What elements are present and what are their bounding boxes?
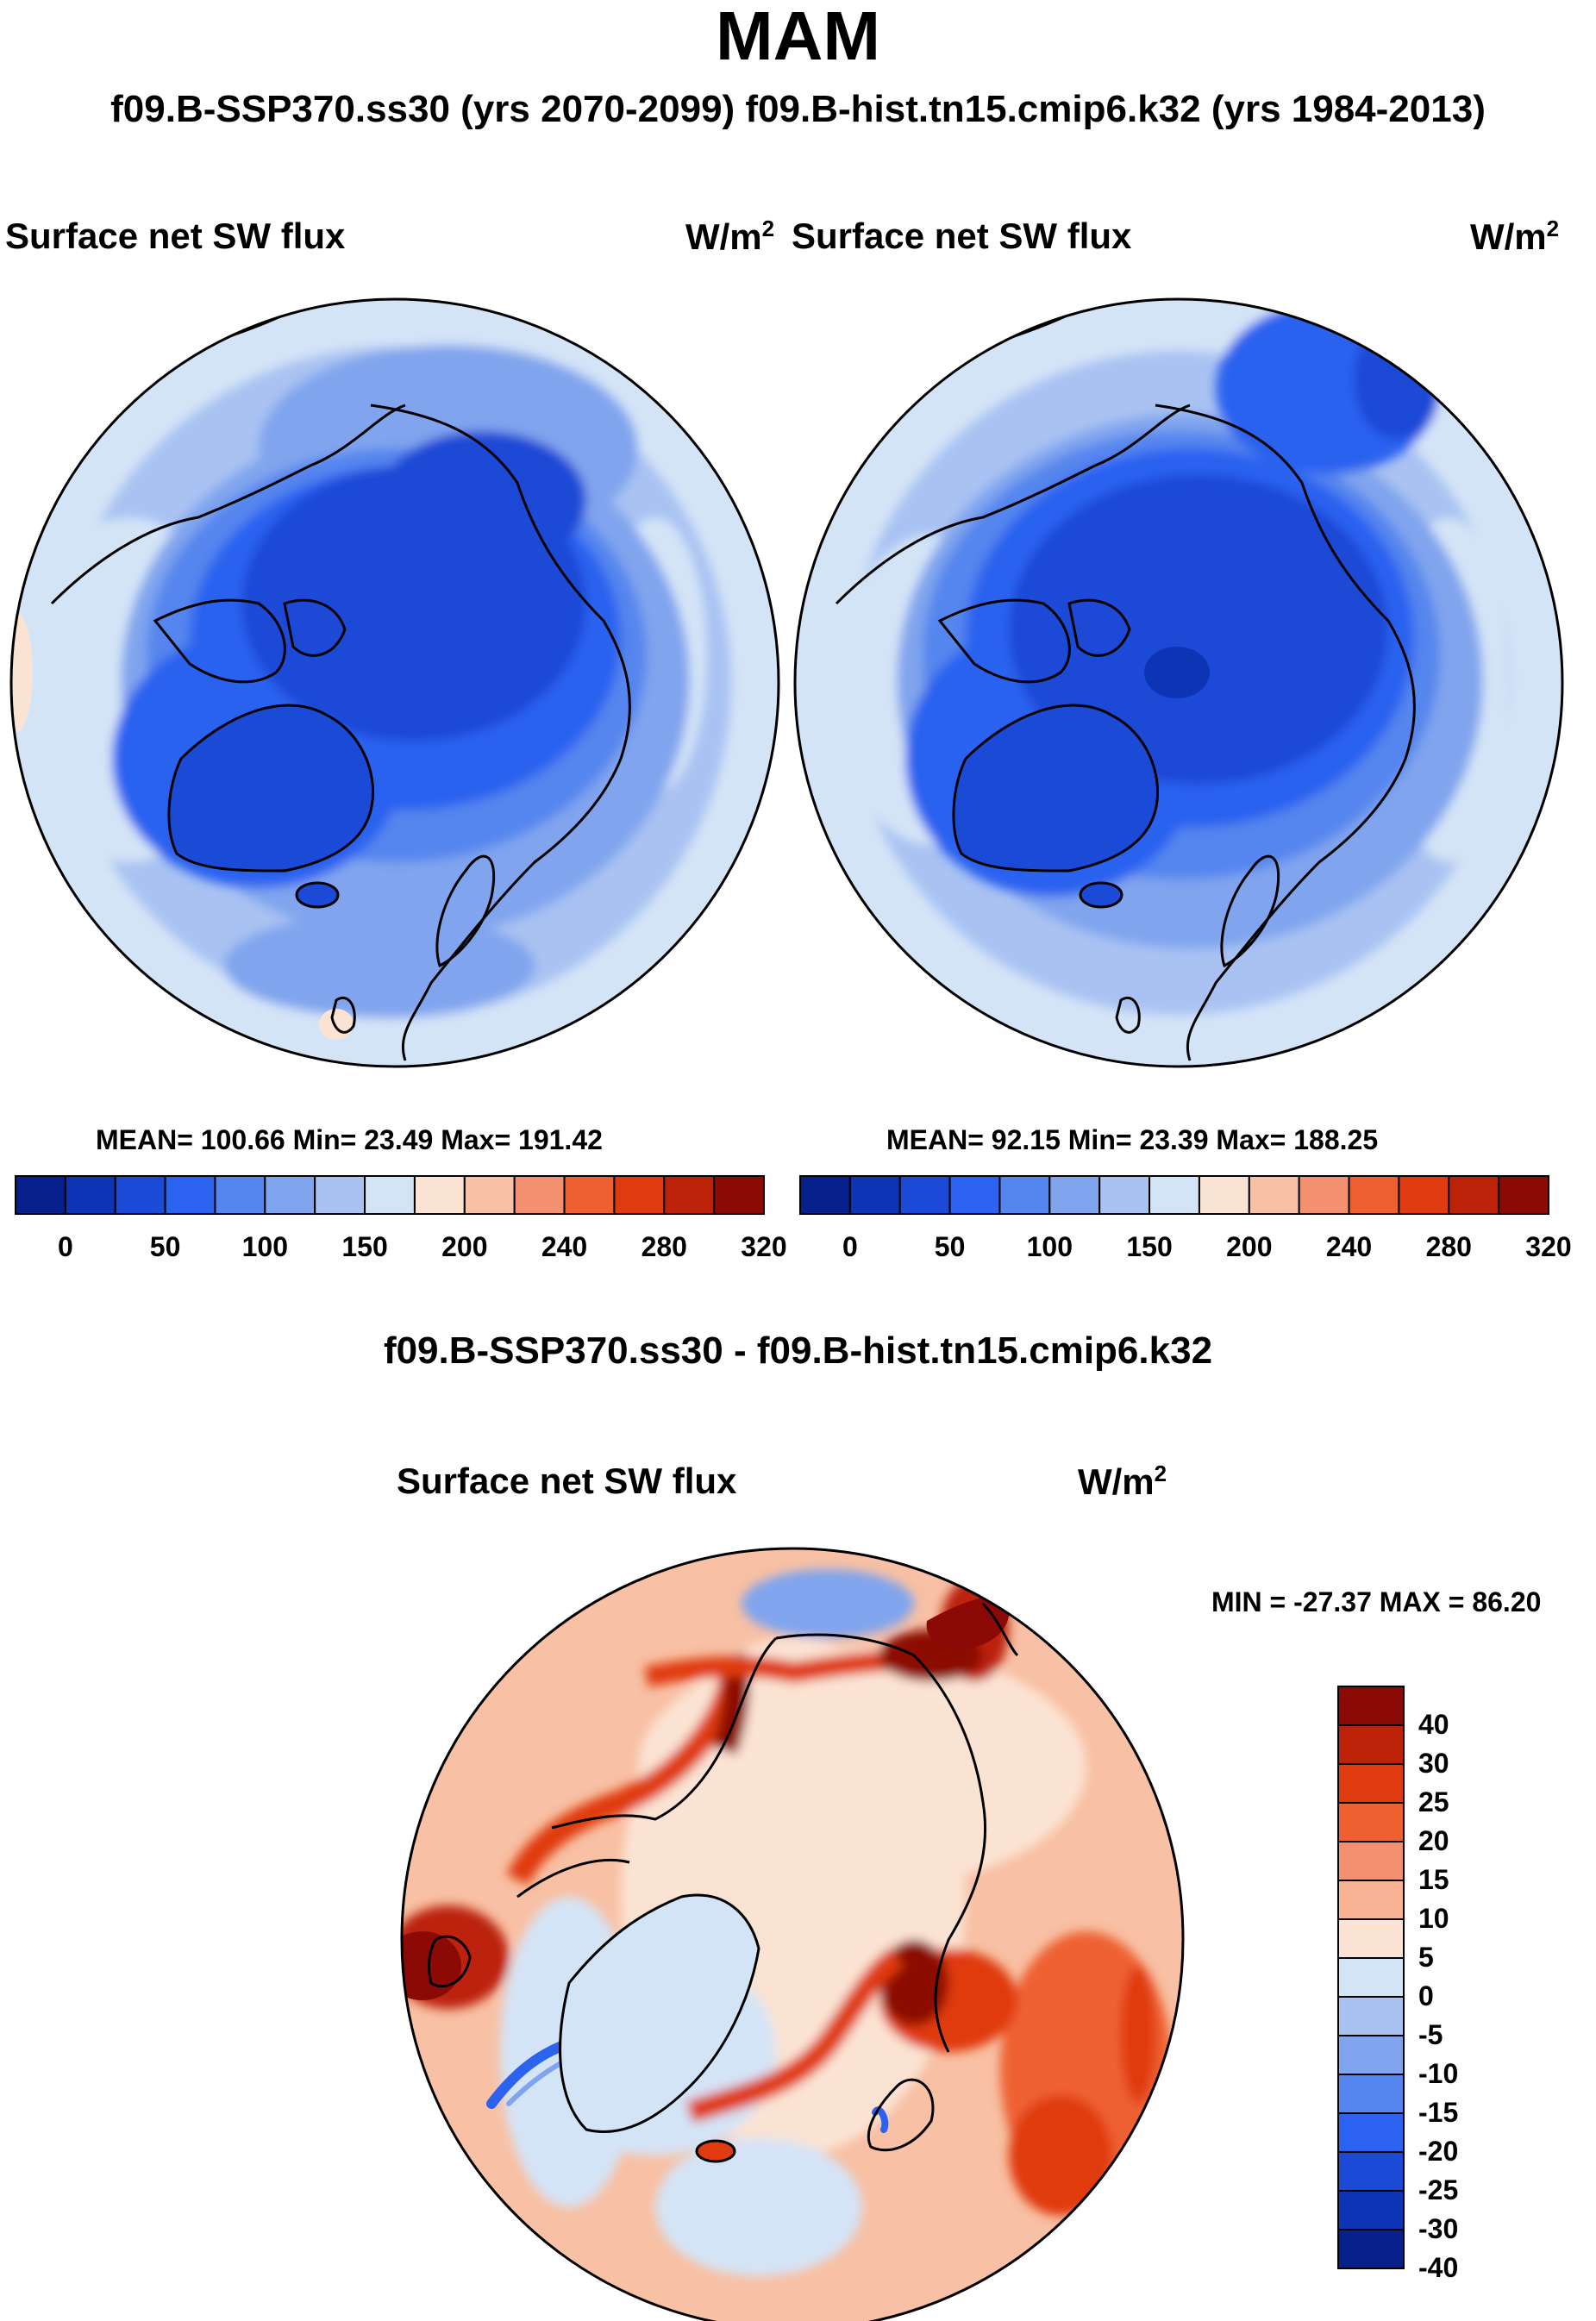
right-panel-title: Surface net SW flux xyxy=(792,216,1132,256)
difference-polar-map xyxy=(402,1548,1183,2321)
diff-panel-stats: MIN = -27.37 MAX = 86.20 xyxy=(1211,1586,1542,1617)
colorbar-tick-label: 40 xyxy=(1418,1709,1449,1740)
colorbar-swatch xyxy=(1098,1175,1151,1215)
colorbar-tick-label: 320 xyxy=(1525,1231,1572,1262)
left-polar-map xyxy=(11,299,779,1067)
left-panel-units: W/m2 xyxy=(685,216,775,257)
colorbar-swatch xyxy=(948,1175,1001,1215)
colorbar-tick-label: -5 xyxy=(1418,2019,1443,2050)
colorbar-swatch xyxy=(1337,1724,1405,1765)
colorbar-tick-label: 280 xyxy=(641,1231,687,1262)
diff-panel-title: Surface net SW flux xyxy=(397,1461,737,1501)
colorbar-swatch xyxy=(848,1175,901,1215)
colorbar-swatch xyxy=(463,1175,516,1215)
colorbar-swatch xyxy=(1337,1802,1405,1842)
colorbar-tick-label: 30 xyxy=(1418,1748,1449,1779)
colorbar-tick-label: 10 xyxy=(1418,1903,1449,1934)
difference-title: f09.B-SSP370.ss30 - f09.B-hist.tn15.cmip… xyxy=(383,1329,1213,1372)
colorbar-swatch xyxy=(64,1175,116,1215)
colorbar-tick-label: -20 xyxy=(1418,2136,1459,2167)
colorbar-swatch xyxy=(1298,1175,1350,1215)
colorbar-swatch xyxy=(1337,2151,1405,2192)
left-colorbar xyxy=(15,1175,766,1215)
colorbar-swatch xyxy=(1337,1763,1405,1804)
colorbar-swatch xyxy=(1337,2035,1405,2075)
colorbar-tick-label: 280 xyxy=(1425,1231,1472,1262)
right-map-border xyxy=(793,297,1564,1068)
colorbar-swatch xyxy=(1337,1918,1405,1959)
colorbar-tick-label: 320 xyxy=(741,1231,787,1262)
colorbar-swatch xyxy=(1148,1175,1200,1215)
colorbar-tick-label: -40 xyxy=(1418,2252,1459,2283)
colorbar-swatch xyxy=(413,1175,466,1215)
colorbar-swatch xyxy=(563,1175,616,1215)
colorbar-swatch xyxy=(314,1175,366,1215)
colorbar-swatch xyxy=(1337,1957,1405,1998)
colorbar-swatch xyxy=(1337,2112,1405,2153)
colorbar-swatch xyxy=(799,1175,851,1215)
colorbar-tick-label: 5 xyxy=(1418,1942,1434,1973)
colorbar-tick-label: 240 xyxy=(541,1231,588,1262)
colorbar-swatch xyxy=(214,1175,266,1215)
colorbar-swatch xyxy=(1198,1175,1250,1215)
colorbar-swatch xyxy=(1337,1880,1405,1920)
colorbar-tick-label: -10 xyxy=(1418,2058,1459,2089)
left-panel-stats: MEAN= 100.66 Min= 23.49 Max= 191.42 xyxy=(96,1124,603,1155)
colorbar-tick-label: 0 xyxy=(1418,1980,1434,2011)
right-colorbar xyxy=(799,1175,1549,1215)
right-panel-units: W/m2 xyxy=(1470,216,1560,257)
colorbar-swatch xyxy=(898,1175,951,1215)
colorbar-tick-label: 200 xyxy=(1226,1231,1273,1262)
colorbar-tick-label: 200 xyxy=(441,1231,488,1262)
difference-colorbar xyxy=(1337,1686,1405,2269)
colorbar-tick-label: 20 xyxy=(1418,1825,1449,1856)
runs-subtitle: f09.B-SSP370.ss30 (yrs 2070-2099) f09.B-… xyxy=(110,88,1486,130)
right-polar-map xyxy=(795,299,1562,1067)
colorbar-swatch xyxy=(1498,1175,1549,1215)
colorbar-swatch xyxy=(1448,1175,1500,1215)
colorbar-swatch xyxy=(1348,1175,1400,1215)
colorbar-tick-label: 0 xyxy=(57,1231,73,1262)
colorbar-swatch xyxy=(1337,1841,1405,1881)
season-title: MAM xyxy=(715,0,881,74)
colorbar-swatch xyxy=(264,1175,316,1215)
colorbar-tick-label: 0 xyxy=(842,1231,858,1262)
colorbar-tick-label: -30 xyxy=(1418,2213,1459,2244)
colorbar-tick-label: 25 xyxy=(1418,1786,1449,1817)
left-map-border xyxy=(9,297,780,1068)
colorbar-swatch xyxy=(1398,1175,1450,1215)
colorbar-tick-label: 150 xyxy=(1126,1231,1173,1262)
diff-panel-units: W/m2 xyxy=(1078,1461,1167,1502)
colorbar-swatch xyxy=(114,1175,166,1215)
left-panel-title: Surface net SW flux xyxy=(5,216,346,256)
colorbar-tick-label: 15 xyxy=(1418,1864,1449,1895)
colorbar-swatch xyxy=(513,1175,566,1215)
colorbar-tick-label: 100 xyxy=(241,1231,289,1262)
difference-map-border xyxy=(400,1547,1185,2321)
right-panel-stats: MEAN= 92.15 Min= 23.39 Max= 188.25 xyxy=(886,1124,1379,1155)
colorbar-tick-label: 100 xyxy=(1026,1231,1073,1262)
colorbar-swatch xyxy=(364,1175,416,1215)
colorbar-swatch xyxy=(1337,2074,1405,2114)
colorbar-swatch xyxy=(663,1175,716,1215)
colorbar-tick-label: 240 xyxy=(1325,1231,1373,1262)
colorbar-tick-label: 150 xyxy=(341,1231,388,1262)
colorbar-tick-label: 50 xyxy=(934,1231,966,1262)
colorbar-tick-label: 50 xyxy=(149,1231,181,1262)
colorbar-swatch xyxy=(1248,1175,1300,1215)
colorbar-swatch xyxy=(1337,1686,1405,1726)
colorbar-tick-label: -15 xyxy=(1418,2097,1459,2128)
colorbar-swatch xyxy=(613,1175,666,1215)
colorbar-swatch xyxy=(1337,2190,1405,2230)
colorbar-swatch xyxy=(713,1175,766,1215)
colorbar-swatch xyxy=(15,1175,66,1215)
colorbar-swatch xyxy=(1337,2229,1405,2269)
colorbar-swatch xyxy=(1048,1175,1101,1215)
colorbar-tick-label: -25 xyxy=(1418,2174,1459,2205)
colorbar-swatch xyxy=(164,1175,216,1215)
colorbar-swatch xyxy=(1337,1996,1405,2036)
colorbar-swatch xyxy=(998,1175,1051,1215)
